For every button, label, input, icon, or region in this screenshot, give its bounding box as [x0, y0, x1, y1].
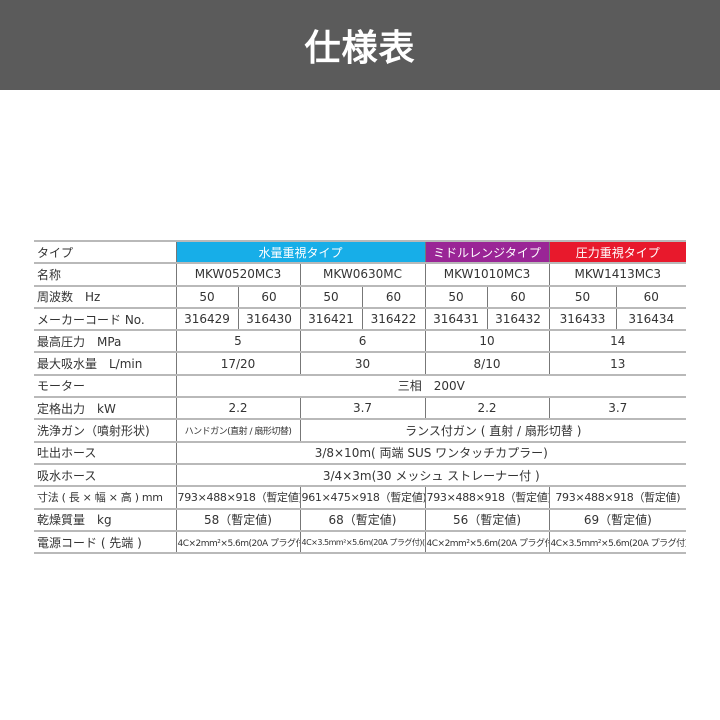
- row-pressure: 最高圧力 MPa 5 6 10 14: [34, 330, 687, 354]
- cell: 13: [548, 352, 687, 376]
- cell: 4C×3.5mm²×5.6m(20A プラグ付)(暫定): [299, 530, 426, 555]
- cell: 三相 200V: [175, 374, 687, 399]
- cell: MKW1413MC3: [548, 263, 687, 287]
- cell: 316433: [548, 307, 617, 332]
- row-label: メーカーコード No.: [34, 307, 176, 332]
- cell: 961×475×918（暫定値): [299, 486, 426, 510]
- cell: 2.2: [175, 397, 300, 421]
- row-motor: モーター 三相 200V: [34, 374, 687, 399]
- row-label: 電源コード ( 先端 ): [34, 530, 176, 555]
- row-code: メーカーコード No. 316429 316430 316421 316422 31643…: [34, 307, 687, 332]
- row-label: 最大吸水量 L/min: [34, 352, 176, 376]
- cell: 316434: [615, 307, 687, 332]
- row-label: 定格出力 kW: [34, 397, 176, 421]
- row-gun: 洗浄ガン（噴射形状) ハンドガン(直射 / 扇形切替) ランス付ガン ( 直射 / …: [34, 419, 687, 443]
- cell: 14: [548, 330, 687, 354]
- row-label: 吸水ホース: [34, 463, 176, 488]
- row-label: モーター: [34, 374, 176, 399]
- row-label: 乾燥質量 kg: [34, 508, 176, 532]
- cell: 5: [175, 330, 300, 354]
- cell: 17/20: [175, 352, 300, 376]
- type-middle: ミドルレンジタイプ: [424, 239, 550, 265]
- row-label: タイプ: [34, 239, 176, 265]
- row-label: 洗浄ガン（噴射形状): [34, 419, 176, 443]
- type-water: 水量重視タイプ: [175, 239, 426, 265]
- cell: 316422: [361, 307, 426, 332]
- cell: 793×488×918（暫定値): [548, 486, 687, 510]
- cell: 2.2: [424, 397, 550, 421]
- cell: 60: [615, 285, 687, 309]
- row-hz: 周波数 Hz 50 60 50 60 50 60 50 60: [34, 285, 687, 309]
- cell: 50: [175, 285, 238, 309]
- row-suction-hose: 吸水ホース 3/4×3m(30 メッシュ ストレーナー付 ): [34, 463, 687, 488]
- cell: 316430: [237, 307, 300, 332]
- cell: 4C×3.5mm²×5.6m(20A プラグ付): [548, 530, 687, 555]
- spec-table: タイプ 水量重視タイプ ミドルレンジタイプ 圧力重視タイプ 名称 MKW0520MC3 M…: [34, 239, 687, 555]
- cell: 316421: [299, 307, 362, 332]
- cell: 50: [548, 285, 617, 309]
- cell: 30: [299, 352, 426, 376]
- cell: 3/4×3m(30 メッシュ ストレーナー付 ): [175, 463, 687, 488]
- cell: MKW1010MC3: [424, 263, 550, 287]
- row-weight: 乾燥質量 kg 58（暫定値) 68（暫定値) 56（暫定値) 69（暫定値): [34, 508, 687, 532]
- cell: 3.7: [548, 397, 687, 421]
- cell: 60: [237, 285, 300, 309]
- row-model: 名称 MKW0520MC3 MKW0630MC MKW1010MC3 MKW1413MC…: [34, 263, 687, 287]
- cell: 316432: [486, 307, 550, 332]
- cell: 793×488×918（暫定値): [424, 486, 550, 510]
- page-title: 仕様表: [304, 28, 416, 69]
- cell: 4C×2mm²×5.6m(20A プラグ付): [175, 530, 300, 555]
- row-label: 吐出ホース: [34, 441, 176, 465]
- cell: MKW0630MC: [299, 263, 426, 287]
- cell: ランス付ガン ( 直射 / 扇形切替 ): [299, 419, 687, 443]
- cell: MKW0520MC3: [175, 263, 300, 287]
- cell: 3/8×10m( 両端 SUS ワンタッチカプラー): [175, 441, 687, 465]
- cell: 10: [424, 330, 550, 354]
- row-output: 定格出力 kW 2.2 3.7 2.2 3.7: [34, 397, 687, 421]
- cell: 60: [486, 285, 550, 309]
- cell: 6: [299, 330, 426, 354]
- row-cord: 電源コード ( 先端 ) 4C×2mm²×5.6m(20A プラグ付) 4C×3.5…: [34, 530, 687, 555]
- cell: 69（暫定値): [548, 508, 687, 532]
- row-label: 最高圧力 MPa: [34, 330, 176, 354]
- cell: 8/10: [424, 352, 550, 376]
- cell: 316429: [175, 307, 238, 332]
- cell: 4C×2mm²×5.6m(20A プラグ付): [424, 530, 550, 555]
- cell: 56（暫定値): [424, 508, 550, 532]
- cell: 68（暫定値): [299, 508, 426, 532]
- cell: 50: [299, 285, 362, 309]
- row-suction: 最大吸水量 L/min 17/20 30 8/10 13: [34, 352, 687, 376]
- cell: 316431: [424, 307, 488, 332]
- row-type: タイプ 水量重視タイプ ミドルレンジタイプ 圧力重視タイプ: [34, 239, 687, 265]
- cell: 58（暫定値): [175, 508, 300, 532]
- row-dimensions: 寸法 ( 長 × 幅 × 高 ) mm 793×488×918（暫定値) 961×4…: [34, 486, 687, 510]
- row-label: 寸法 ( 長 × 幅 × 高 ) mm: [34, 486, 176, 510]
- cell: 60: [361, 285, 426, 309]
- type-pressure: 圧力重視タイプ: [548, 239, 687, 265]
- cell: ハンドガン(直射 / 扇形切替): [175, 419, 300, 443]
- cell: 3.7: [299, 397, 426, 421]
- row-discharge-hose: 吐出ホース 3/8×10m( 両端 SUS ワンタッチカプラー): [34, 441, 687, 465]
- row-label: 周波数 Hz: [34, 285, 176, 309]
- page-header: 仕様表: [0, 0, 720, 90]
- cell: 50: [424, 285, 488, 309]
- cell: 793×488×918（暫定値): [175, 486, 300, 510]
- row-label: 名称: [34, 263, 176, 287]
